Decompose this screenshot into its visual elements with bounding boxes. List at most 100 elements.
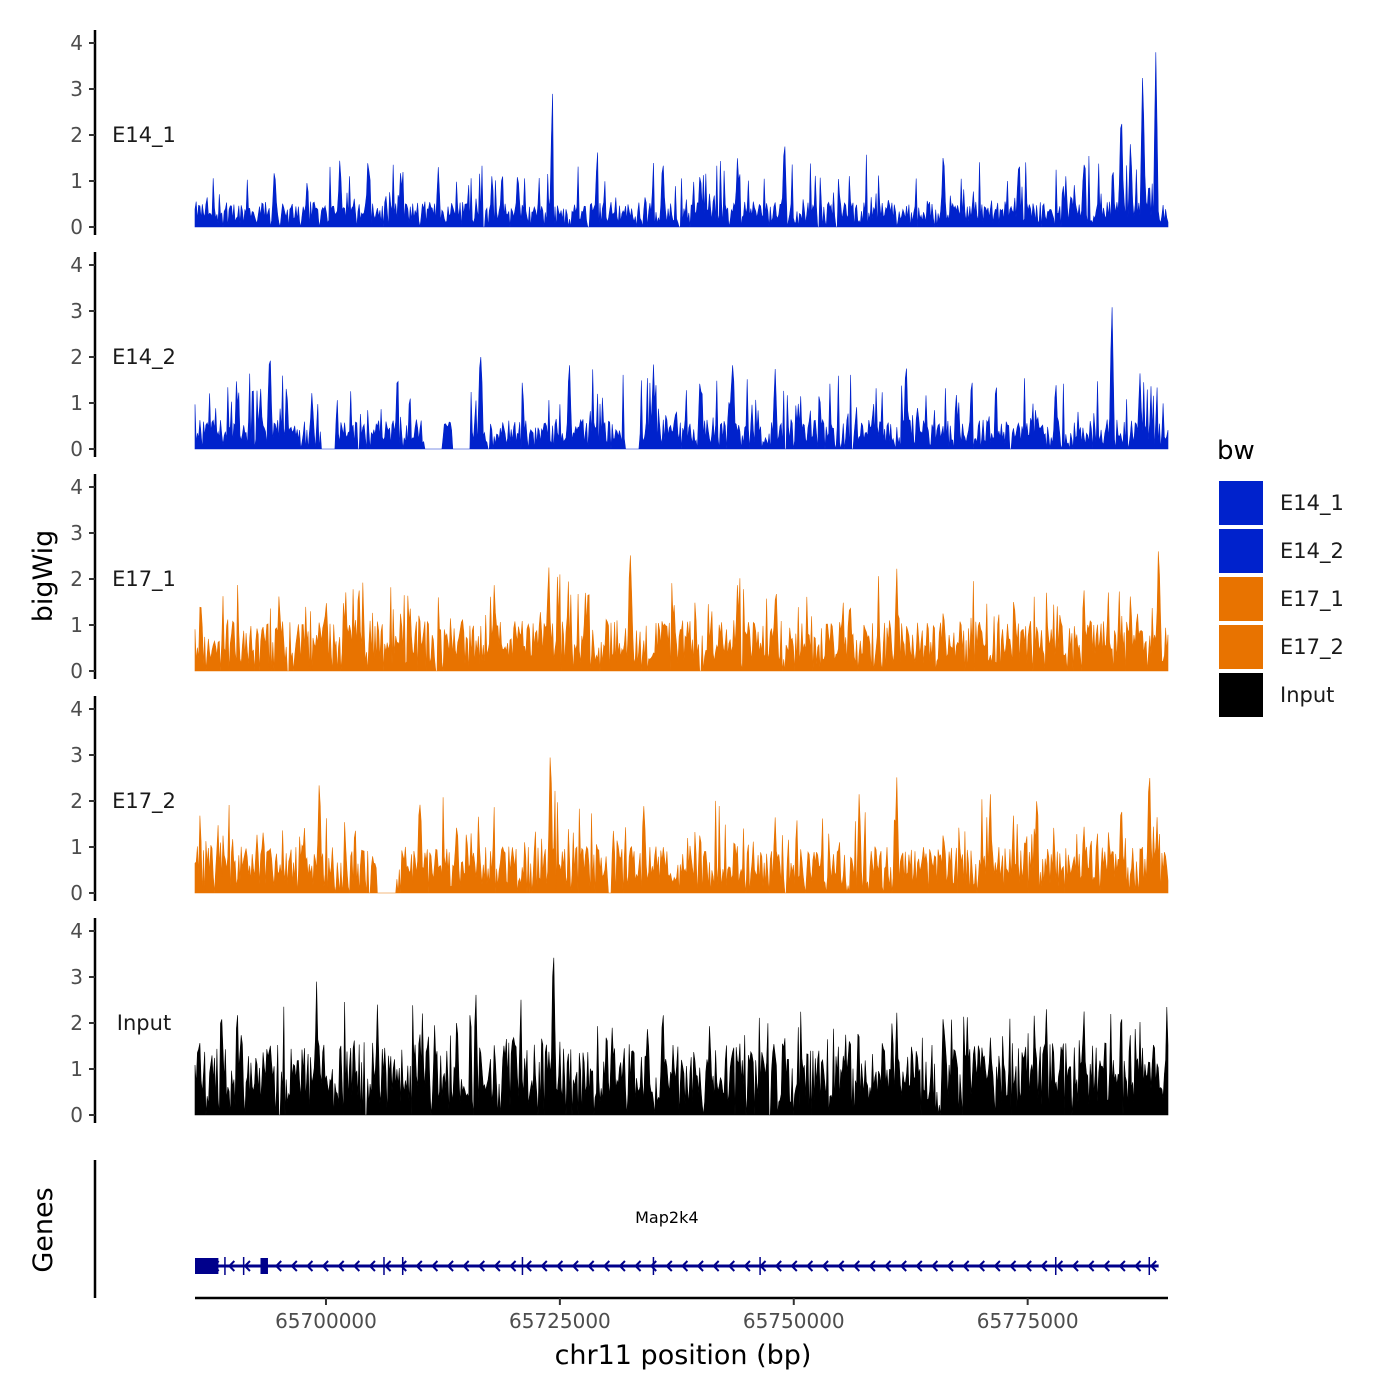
y-tick-label: 0 xyxy=(70,659,83,683)
strand-arrow xyxy=(384,1260,392,1272)
strand-arrow xyxy=(931,1260,939,1272)
y-tick-label: 1 xyxy=(70,613,83,637)
strand-arrow xyxy=(665,1260,673,1272)
strand-arrow xyxy=(1118,1260,1126,1272)
strand-arrow xyxy=(259,1260,267,1272)
legend-label: E14_2 xyxy=(1280,539,1344,564)
y-tick-label: 4 xyxy=(70,697,83,721)
y-tick-label: 1 xyxy=(70,835,83,859)
strand-arrow xyxy=(868,1260,876,1272)
strand-arrow xyxy=(352,1260,361,1272)
strand-arrow xyxy=(399,1260,407,1272)
y-tick-label: 2 xyxy=(70,1011,83,1035)
signal-area-e17-1 xyxy=(194,551,1169,672)
y-tick-label: 0 xyxy=(70,1103,83,1127)
strand-arrow xyxy=(618,1260,626,1272)
strand-arrow xyxy=(1024,1260,1032,1272)
strand-arrow xyxy=(759,1260,767,1272)
x-axis: 65700000 65725000 65750000 65775000 xyxy=(195,1296,1168,1333)
y-tick-label: 3 xyxy=(70,965,83,989)
strand-arrow xyxy=(899,1260,907,1272)
y-tick-label: 4 xyxy=(70,253,83,277)
x-tick-label: 65775000 xyxy=(977,1309,1079,1333)
strand-arrow xyxy=(1087,1260,1095,1272)
y-tick-label: 2 xyxy=(70,567,83,591)
track-label: Input xyxy=(117,1011,171,1035)
strand-arrow xyxy=(602,1260,611,1272)
y-tick-label: 4 xyxy=(70,475,83,499)
track-e17-1: 0 1 2 3 4 E17_1 xyxy=(70,474,1169,683)
x-tick-label: 65725000 xyxy=(509,1309,611,1333)
strand-arrow xyxy=(1134,1260,1142,1272)
track-label: E14_1 xyxy=(112,123,176,148)
strand-arrow xyxy=(337,1260,345,1272)
signal-area-e14-2 xyxy=(194,307,1169,450)
y-tick-label: 1 xyxy=(70,169,83,193)
y-tick-label: 3 xyxy=(70,743,83,767)
strand-arrow xyxy=(1071,1260,1079,1272)
strand-arrow xyxy=(227,1260,236,1272)
strand-arrow xyxy=(368,1260,376,1272)
signal-tracks: 0 1 2 3 4 E14_1 0 1 2 3 4 E14_2 0 1 2 3 4 E17_1 0 1 2 3 4 E17_2… xyxy=(70,30,1169,1127)
x-axis-title: chr11 position (bp) xyxy=(555,1340,812,1371)
strand-arrow xyxy=(790,1260,798,1272)
y-tick-label: 3 xyxy=(70,521,83,545)
y-axis-title: bigWig xyxy=(28,530,59,623)
exon-block xyxy=(195,1258,219,1274)
legend-swatch xyxy=(1217,575,1265,623)
strand-arrow xyxy=(852,1260,861,1272)
y-tick-label: 1 xyxy=(70,1057,83,1081)
legend-swatch xyxy=(1217,623,1265,671)
legend-label: E17_1 xyxy=(1280,587,1344,612)
x-tick-label: 65700000 xyxy=(275,1309,377,1333)
y-tick-label: 4 xyxy=(70,31,83,55)
y-tick-label: 4 xyxy=(70,919,83,943)
strand-arrow xyxy=(212,1260,220,1272)
legend: bw E14_1 E14_2 E17_1 E17_2 Input xyxy=(1217,436,1344,719)
strand-arrow xyxy=(431,1260,439,1272)
strand-arrow xyxy=(556,1260,564,1272)
strand-arrow xyxy=(743,1260,751,1272)
strand-arrow xyxy=(696,1260,704,1272)
gene-track: Map2k4 xyxy=(93,1160,1159,1298)
strand-arrow xyxy=(446,1260,454,1272)
strand-arrow xyxy=(915,1260,923,1272)
track-e14-2: 0 1 2 3 4 E14_2 xyxy=(70,252,1169,461)
y-tick-label: 2 xyxy=(70,789,83,813)
strand-arrow xyxy=(884,1260,892,1272)
strand-arrow xyxy=(587,1260,595,1272)
strand-arrow xyxy=(1102,1260,1110,1272)
track-label: E17_2 xyxy=(112,789,176,814)
track-e14-1: 0 1 2 3 4 E14_1 xyxy=(70,30,1169,239)
strand-arrow xyxy=(477,1260,486,1272)
strand-arrow xyxy=(1056,1260,1064,1272)
strand-arrow xyxy=(634,1260,642,1272)
strand-arrow xyxy=(1009,1260,1017,1272)
y-tick-label: 0 xyxy=(70,437,83,461)
y-tick-label: 0 xyxy=(70,881,83,905)
signal-area-e14-1 xyxy=(194,52,1169,228)
track-label: E14_2 xyxy=(112,345,176,370)
strand-arrow xyxy=(321,1260,329,1272)
signal-area-e17-2 xyxy=(194,757,1169,894)
strand-arrow xyxy=(290,1260,298,1272)
strand-arrow xyxy=(649,1260,657,1272)
strand-arrow xyxy=(415,1260,423,1272)
strand-arrow xyxy=(727,1260,736,1272)
strand-arrow xyxy=(509,1260,517,1272)
legend-label: E14_1 xyxy=(1280,491,1344,516)
legend-swatch xyxy=(1217,527,1265,575)
y-tick-label: 3 xyxy=(70,77,83,101)
gene-label: Map2k4 xyxy=(635,1208,698,1227)
strand-arrow xyxy=(524,1260,532,1272)
strand-arrow xyxy=(946,1260,954,1272)
strand-arrow xyxy=(681,1260,689,1272)
legend-label: Input xyxy=(1280,683,1334,707)
strand-arrow xyxy=(571,1260,579,1272)
strand-arrow xyxy=(806,1260,814,1272)
strand-arrow xyxy=(774,1260,782,1272)
y-tick-label: 0 xyxy=(70,215,83,239)
gene-track-title: Genes xyxy=(28,1187,59,1272)
track-label: E17_1 xyxy=(112,567,176,592)
